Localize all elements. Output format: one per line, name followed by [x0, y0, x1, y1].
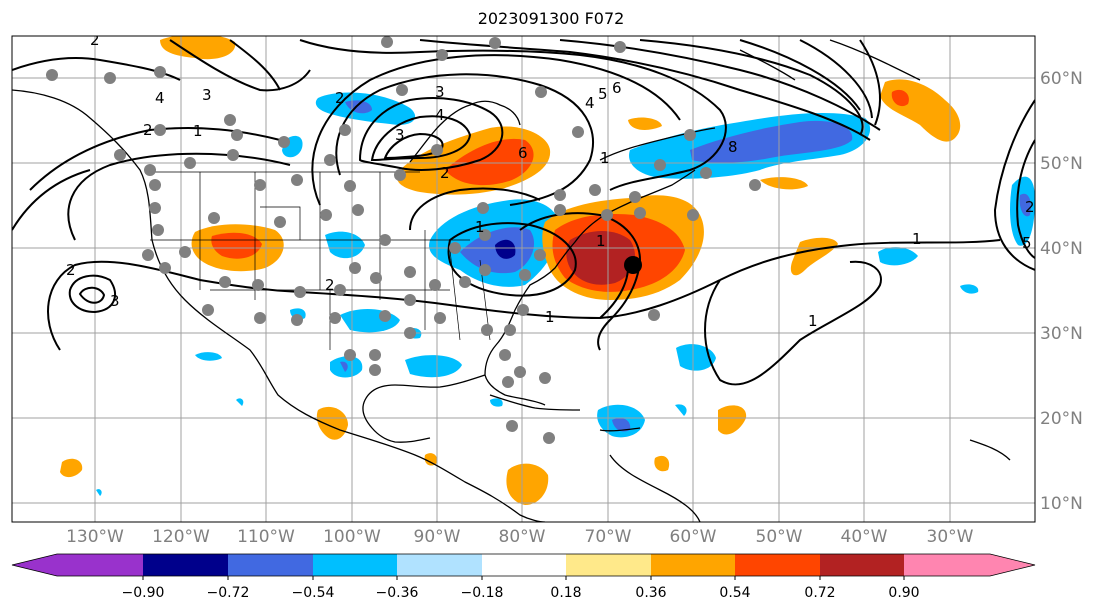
svg-text:110°W: 110°W [237, 527, 295, 547]
svg-text:8: 8 [728, 138, 738, 156]
svg-text:60°W: 60°W [670, 527, 717, 547]
svg-text:2: 2 [90, 31, 100, 49]
svg-text:30°N: 30°N [1040, 324, 1083, 344]
svg-text:6: 6 [612, 79, 622, 97]
map-frame [11, 35, 1036, 523]
colorbar-bin [228, 554, 313, 576]
colorbar-bin [397, 554, 482, 576]
colorbar-tick: −0.72 [207, 585, 250, 601]
svg-text:2: 2 [143, 121, 153, 139]
svg-text:1: 1 [600, 149, 610, 167]
colorbar-tick: 0.90 [888, 585, 919, 601]
colorbar-tick: 0.54 [719, 585, 750, 601]
svg-text:3: 3 [110, 292, 120, 310]
map-title: 2023091300 F072 [477, 9, 625, 28]
contour-labels: 2 4 3 2 1 3 4 5 6 8 3 2 1 1 2 3 2 2 1 1 … [66, 31, 1035, 330]
svg-text:100°W: 100°W [323, 527, 381, 547]
colorbar-extend-right [990, 554, 1035, 576]
svg-text:2: 2 [66, 261, 76, 279]
svg-text:30°W: 30°W [927, 527, 974, 547]
colorbar-bin [143, 554, 228, 576]
colorbar-tick: 0.72 [804, 585, 835, 601]
colorbar-bin [904, 554, 990, 576]
svg-text:2: 2 [440, 164, 450, 182]
svg-text:4: 4 [435, 106, 445, 124]
colorbar-tick: −0.54 [292, 585, 335, 601]
svg-text:120°W: 120°W [152, 527, 210, 547]
svg-text:4: 4 [585, 94, 595, 112]
colorbar-tick: −0.36 [376, 585, 419, 601]
svg-text:50°N: 50°N [1040, 154, 1083, 174]
observation-points [46, 36, 761, 444]
svg-text:2: 2 [1025, 198, 1035, 216]
svg-text:50°W: 50°W [756, 527, 803, 547]
colorbar-tick: 0.18 [550, 585, 581, 601]
colorbar-bin [57, 554, 143, 576]
svg-text:40°W: 40°W [841, 527, 888, 547]
latitude-labels: 60°N 50°N 40°N 30°N 20°N 10°N [1040, 69, 1083, 514]
svg-text:4: 4 [155, 89, 165, 107]
colorbar-bin [651, 554, 735, 576]
svg-text:2: 2 [335, 89, 345, 107]
svg-text:80°W: 80°W [499, 527, 546, 547]
svg-text:3: 3 [395, 126, 405, 144]
svg-text:6: 6 [518, 144, 528, 162]
svg-text:5: 5 [598, 85, 608, 103]
svg-text:3: 3 [202, 86, 212, 104]
svg-text:1: 1 [545, 308, 555, 326]
colorbar-bin [482, 554, 566, 576]
colorbar-tick: −0.18 [461, 585, 504, 601]
svg-text:10°N: 10°N [1040, 494, 1083, 514]
svg-text:5: 5 [1022, 234, 1032, 252]
svg-text:3: 3 [435, 83, 445, 101]
graticule [12, 36, 1035, 522]
shaded-anomaly-regions [60, 36, 1035, 505]
colorbar-bin [820, 554, 904, 576]
colorbar-bin [735, 554, 820, 576]
svg-text:1: 1 [475, 218, 485, 236]
colorbar-extend-left [12, 554, 57, 576]
colorbar-tick: −0.90 [122, 585, 165, 601]
svg-text:70°W: 70°W [585, 527, 632, 547]
svg-text:1: 1 [596, 232, 606, 250]
colorbar-tick: 0.36 [635, 585, 666, 601]
colorbar: −0.90 −0.72 −0.54 −0.36 −0.18 0.18 0.36 … [11, 553, 1036, 601]
svg-text:90°W: 90°W [414, 527, 461, 547]
longitude-labels: 130°W 120°W 110°W 100°W 90°W 80°W 70°W 6… [66, 527, 974, 547]
svg-text:1: 1 [193, 122, 203, 140]
svg-text:1: 1 [808, 312, 818, 330]
svg-text:60°N: 60°N [1040, 69, 1083, 89]
colorbar-bin [313, 554, 397, 576]
svg-text:20°N: 20°N [1040, 409, 1083, 429]
storm-center-marker [624, 256, 642, 274]
svg-text:130°W: 130°W [66, 527, 124, 547]
svg-text:1: 1 [912, 230, 922, 248]
colorbar-bin [566, 554, 651, 576]
svg-text:40°N: 40°N [1040, 239, 1083, 259]
svg-text:2: 2 [325, 276, 335, 294]
